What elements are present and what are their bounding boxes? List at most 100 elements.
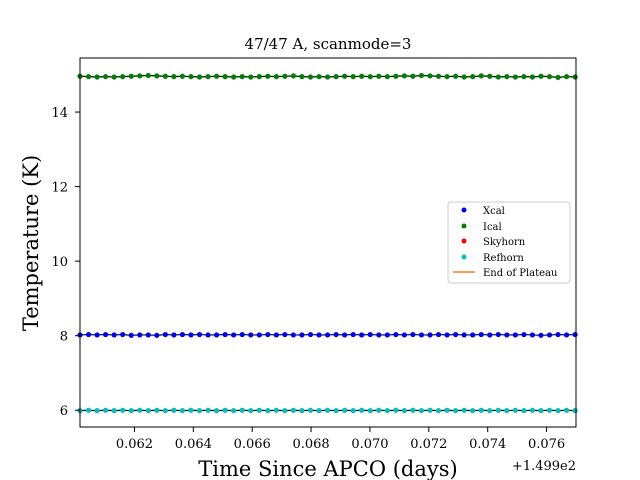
data-point-ical — [401, 73, 407, 79]
data-point-xcal — [555, 331, 561, 338]
data-point-ical — [487, 73, 493, 79]
data-point-xcal — [299, 332, 305, 338]
data-point-ical — [248, 74, 254, 80]
x-axis: 0.062 0.064 0.066 0.068 0.070 0.072 0.074 0.076 — [116, 427, 565, 452]
data-point-xcal — [453, 331, 459, 338]
data-point-refhorn — [470, 408, 476, 414]
data-point-refhorn — [384, 408, 390, 414]
data-point-refhorn — [282, 408, 288, 414]
data-point-ical — [324, 74, 331, 80]
legend-label-end-of-plateau: End of Plateau — [483, 268, 558, 279]
data-point-ical — [512, 74, 518, 80]
data-point-refhorn — [179, 408, 186, 414]
x-axis-label: Time Since APCO (days) — [198, 457, 457, 480]
data-point-refhorn — [162, 408, 168, 414]
data-point-xcal — [359, 332, 365, 338]
legend-label-skyhorn: Skyhorn — [483, 237, 526, 248]
data-point-refhorn — [103, 407, 109, 413]
x-tick-label: 0.062 — [116, 437, 153, 452]
data-point-xcal — [248, 332, 254, 338]
data-point-ical — [546, 74, 553, 80]
data-point-refhorn — [427, 407, 433, 413]
data-point-xcal — [213, 332, 220, 338]
data-point-xcal — [538, 332, 544, 338]
data-point-xcal — [546, 332, 553, 338]
data-point-refhorn — [410, 407, 416, 413]
data-point-ical — [555, 74, 561, 80]
data-point-ical — [376, 73, 382, 79]
series-ical — [77, 72, 578, 80]
data-point-refhorn — [478, 407, 484, 413]
x-tick-label: 0.066 — [234, 437, 271, 452]
data-point-ical — [563, 74, 570, 80]
data-point-refhorn — [256, 407, 262, 413]
data-point-ical — [453, 73, 459, 79]
data-point-ical — [145, 72, 151, 79]
data-point-refhorn — [307, 407, 314, 413]
data-point-xcal — [563, 332, 570, 338]
plot-layer — [77, 72, 578, 414]
data-point-refhorn — [444, 407, 450, 413]
data-point-refhorn — [316, 408, 322, 414]
data-point-ical — [478, 73, 484, 79]
data-point-refhorn — [435, 408, 442, 414]
series-xcal — [77, 331, 578, 338]
data-point-refhorn — [367, 408, 373, 414]
data-point-xcal — [307, 331, 314, 338]
data-point-xcal — [504, 332, 510, 338]
data-point-xcal — [521, 331, 527, 338]
data-point-ical — [171, 74, 177, 80]
data-point-refhorn — [145, 408, 151, 414]
data-point-ical — [154, 73, 160, 79]
data-point-refhorn — [359, 407, 365, 413]
y-tick-label: 10 — [51, 255, 68, 270]
legend-marker-ical — [461, 223, 467, 229]
legend-marker-xcal — [461, 207, 467, 213]
data-point-ical — [359, 73, 365, 79]
data-point-refhorn — [273, 407, 279, 413]
data-point-xcal — [179, 331, 186, 338]
data-point-refhorn — [512, 407, 518, 413]
data-point-ical — [196, 74, 203, 80]
data-point-ical — [367, 74, 373, 80]
data-point-ical — [504, 74, 510, 80]
data-point-refhorn — [222, 407, 228, 413]
data-point-xcal — [324, 332, 331, 338]
data-point-xcal — [529, 332, 536, 338]
plot-frame — [79, 57, 577, 428]
data-point-refhorn — [555, 408, 561, 414]
legend-label-ical: Ical — [483, 222, 502, 233]
x-tick-label: 0.068 — [292, 437, 329, 452]
data-point-ical — [273, 74, 279, 80]
data-point-refhorn — [376, 407, 382, 413]
data-point-refhorn — [487, 408, 493, 414]
data-point-xcal — [196, 331, 203, 338]
data-point-ical — [188, 74, 194, 80]
data-point-xcal — [103, 331, 109, 338]
data-point-refhorn — [137, 407, 143, 413]
data-point-refhorn — [572, 408, 578, 414]
data-point-ical — [205, 74, 211, 80]
data-point-xcal — [188, 332, 194, 338]
data-point-ical — [461, 74, 467, 80]
data-point-xcal — [265, 331, 271, 338]
data-point-refhorn — [401, 408, 407, 414]
data-point-ical — [85, 74, 92, 80]
data-point-refhorn — [196, 408, 203, 414]
data-point-xcal — [290, 332, 297, 338]
data-point-refhorn — [350, 408, 356, 414]
y-tick-label: 14 — [51, 106, 68, 121]
data-point-refhorn — [521, 408, 527, 414]
data-point-xcal — [461, 332, 467, 338]
data-point-refhorn — [111, 408, 117, 414]
data-point-xcal — [316, 332, 322, 338]
x-tick-label: 0.064 — [175, 437, 212, 452]
data-point-ical — [239, 74, 245, 80]
data-point-xcal — [427, 332, 433, 338]
data-point-ical — [495, 74, 501, 80]
x-tick-label: 0.074 — [469, 437, 506, 452]
data-point-ical — [282, 73, 288, 79]
data-point-ical — [529, 74, 536, 80]
data-point-refhorn — [248, 408, 254, 414]
legend-marker-refhorn — [461, 254, 467, 260]
